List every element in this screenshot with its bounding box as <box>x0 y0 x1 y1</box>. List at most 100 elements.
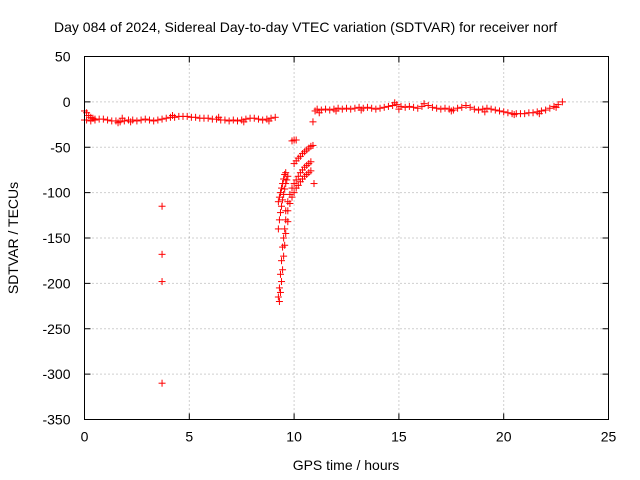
data-point <box>145 116 153 124</box>
data-point <box>542 106 550 114</box>
data-point <box>275 298 283 306</box>
data-point <box>141 115 149 123</box>
data-point <box>405 102 413 110</box>
data-point <box>558 98 566 106</box>
data-point <box>127 118 135 126</box>
data-point <box>276 288 284 296</box>
data-point <box>481 108 489 116</box>
data-point <box>368 104 376 112</box>
data-point <box>150 117 158 125</box>
data-point <box>279 266 287 274</box>
data-point <box>384 102 392 110</box>
data-point <box>282 169 290 177</box>
data-point <box>274 198 282 206</box>
isolated-data-point <box>158 250 166 258</box>
data-point <box>281 241 289 249</box>
data-point <box>309 118 317 126</box>
data-point <box>437 105 445 113</box>
data-point <box>276 270 284 278</box>
data-point <box>254 115 262 123</box>
data-points <box>81 98 566 387</box>
data-point <box>447 107 455 115</box>
data-point <box>454 104 462 112</box>
data-point <box>363 103 371 111</box>
data-point <box>278 184 286 192</box>
data-point <box>225 117 233 125</box>
data-point <box>521 110 529 118</box>
data-point <box>158 115 166 123</box>
data-point <box>466 103 474 111</box>
data-point <box>393 101 401 109</box>
data-point <box>347 105 355 113</box>
x-tick-label: 20 <box>496 429 512 445</box>
data-point <box>281 225 289 233</box>
data-point <box>104 116 112 124</box>
data-point <box>307 167 315 175</box>
data-point <box>433 104 441 112</box>
y-tick-label: 0 <box>63 94 71 110</box>
data-point <box>278 278 286 286</box>
data-point <box>510 111 518 119</box>
y-tick-label: -100 <box>42 185 70 201</box>
data-point <box>183 112 191 120</box>
data-point <box>275 216 283 224</box>
data-point <box>491 106 499 114</box>
data-point <box>294 172 302 180</box>
data-point <box>265 117 273 125</box>
isolated-data-point <box>158 379 166 387</box>
data-point <box>487 105 495 113</box>
y-tick-label: -200 <box>42 275 70 291</box>
data-point <box>307 158 315 166</box>
data-point <box>483 104 491 112</box>
data-point <box>475 106 483 114</box>
data-point <box>250 114 258 122</box>
data-point <box>259 116 267 124</box>
data-point <box>274 225 282 233</box>
data-point <box>275 193 283 201</box>
data-point <box>458 103 466 111</box>
y-tick-label: -50 <box>50 139 70 155</box>
axis-ticks: 0 5 10 15 20 25 -350 -300 -250 -200 -150 -100 -50 0 50 <box>42 49 616 445</box>
data-point <box>284 172 292 180</box>
data-point <box>535 110 543 118</box>
x-tick-label: 5 <box>185 429 193 445</box>
data-point <box>441 104 449 112</box>
x-tick-label: 25 <box>601 429 617 445</box>
data-point <box>280 175 288 183</box>
data-point <box>280 252 288 260</box>
data-point <box>313 105 321 113</box>
data-point <box>395 105 403 113</box>
data-point <box>278 202 286 210</box>
data-point <box>154 116 162 124</box>
y-tick-label: -250 <box>42 321 70 337</box>
y-axis-title: SDTVAR / TECUs <box>5 182 21 294</box>
data-point <box>162 114 170 122</box>
data-point <box>279 180 287 188</box>
data-point <box>500 108 508 116</box>
data-point <box>294 181 302 189</box>
data-point <box>169 111 177 119</box>
data-point <box>309 141 317 149</box>
data-point <box>529 109 537 117</box>
data-point <box>282 207 290 215</box>
data-point <box>552 103 560 111</box>
data-point <box>280 234 288 242</box>
y-tick-label: -150 <box>42 230 70 246</box>
data-point <box>424 102 432 110</box>
data-point <box>221 116 229 124</box>
data-point <box>462 102 470 110</box>
data-point <box>546 104 554 112</box>
data-point <box>288 184 296 192</box>
data-point <box>401 103 409 111</box>
data-point <box>351 104 359 112</box>
data-point <box>276 209 284 217</box>
data-point <box>215 113 223 121</box>
isolated-data-point <box>158 202 166 210</box>
y-tick-label: -350 <box>42 412 70 428</box>
y-tick-label: -300 <box>42 366 70 382</box>
data-point <box>274 293 282 301</box>
data-point <box>380 103 388 111</box>
data-point <box>204 114 212 122</box>
data-point <box>290 180 298 188</box>
